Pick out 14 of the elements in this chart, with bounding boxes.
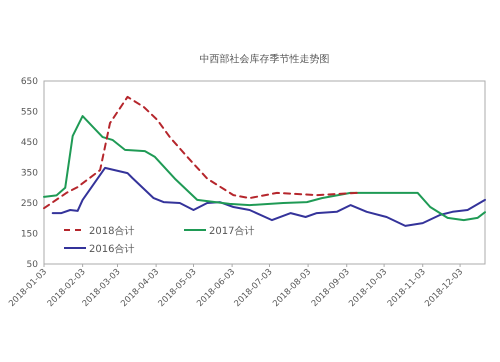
chart-title: 中西部社会库存季节性走势图: [200, 53, 330, 65]
line-series: [43, 115, 486, 222]
y-tick-label: 350: [20, 168, 38, 178]
line-series: [52, 166, 486, 227]
y-tick-label: 450: [20, 138, 38, 148]
legend-label: 2017合计: [209, 225, 254, 237]
y-tick-label: 250: [20, 199, 38, 209]
legend-label: 2016合计: [89, 243, 134, 255]
line-series: [43, 96, 358, 210]
y-tick-label: 550: [20, 108, 38, 118]
y-tick-label: 650: [20, 77, 38, 87]
y-tick-label: 150: [20, 230, 38, 240]
legend-label: 2018合计: [89, 225, 134, 237]
y-tick-label: 50: [26, 260, 38, 270]
